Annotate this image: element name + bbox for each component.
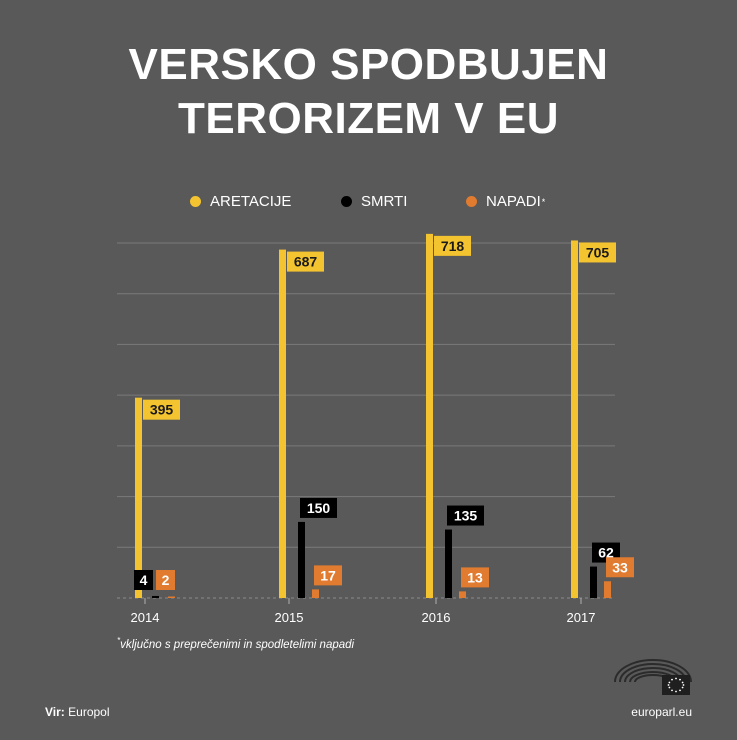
bar-napadi — [168, 596, 175, 598]
bar-napadi — [459, 591, 466, 598]
data-label: 135 — [454, 508, 478, 524]
title-line-1: VERSKO SPODBUJEN — [128, 40, 609, 89]
data-label: 705 — [586, 244, 610, 260]
footnote-text: vključno s preprečenimi in spodletelimi … — [120, 638, 355, 651]
bar-aretacije — [135, 397, 142, 598]
source-value: Europol — [68, 705, 110, 719]
x-tick-label: 2016 — [422, 610, 451, 625]
data-label-box — [134, 570, 153, 590]
bar-aretacije — [571, 240, 578, 598]
x-tick-label: 2015 — [275, 610, 304, 625]
data-label-box — [434, 235, 471, 256]
data-label: 2 — [162, 572, 170, 588]
legend-item-aretacije: ARETACIJE — [190, 193, 291, 210]
data-label-box — [447, 505, 484, 526]
source: Vir: Europol — [45, 705, 110, 719]
bar-aretacije — [426, 233, 433, 598]
bar-napadi — [312, 589, 319, 598]
bar-smrti — [298, 521, 305, 598]
chart-title: VERSKO SPODBUJEN TERORIZEM V EU — [0, 38, 737, 146]
data-label-box — [314, 565, 342, 586]
legend-label-smrti: SMRTI — [361, 193, 408, 210]
data-label-box — [579, 242, 616, 263]
x-tick-label: 2014 — [131, 610, 160, 625]
bar-aretacije — [279, 249, 286, 599]
legend-dot-smrti — [341, 196, 352, 207]
source-label: Vir: — [45, 705, 65, 719]
legend-dot-napadi — [466, 196, 477, 207]
legend-label-aretacije: ARETACIJE — [210, 193, 292, 210]
data-label-box — [300, 497, 337, 518]
data-label-box — [287, 251, 324, 272]
data-label: 150 — [307, 500, 331, 516]
bar-smrti — [590, 566, 597, 598]
legend-sup-napadi: * — [541, 196, 546, 207]
data-label: 4 — [140, 572, 148, 588]
data-label: 395 — [150, 402, 174, 418]
data-label: 13 — [467, 569, 483, 585]
site-link[interactable]: europarl.eu — [631, 705, 692, 719]
title-line-2: TERORIZEM V EU — [177, 94, 560, 143]
legend-item-smrti: SMRTI — [341, 193, 407, 210]
data-label: 62 — [598, 545, 614, 561]
data-label: 17 — [320, 567, 336, 583]
data-label: 687 — [294, 254, 318, 270]
legend: ARETACIJE SMRTI NAPADI * — [0, 193, 737, 215]
legend-label-napadi: NAPADI — [486, 193, 541, 210]
data-label-box — [606, 557, 634, 578]
data-label-box — [156, 570, 175, 590]
data-label-box — [143, 399, 180, 420]
bar-smrti — [152, 595, 159, 598]
bar-napadi — [604, 581, 611, 598]
legend-item-napadi: NAPADI * — [466, 193, 545, 210]
data-label: 718 — [441, 238, 465, 254]
data-label: 33 — [612, 559, 628, 575]
legend-dot-aretacije — [190, 196, 201, 207]
footnote-marker: * — [117, 636, 121, 645]
x-tick-label: 2017 — [567, 610, 596, 625]
european-parliament-logo — [614, 659, 692, 695]
bar-smrti — [445, 529, 452, 598]
footnote: *vključno s preprečenimi in spodletelimi… — [117, 636, 354, 651]
data-label-box — [461, 567, 489, 588]
